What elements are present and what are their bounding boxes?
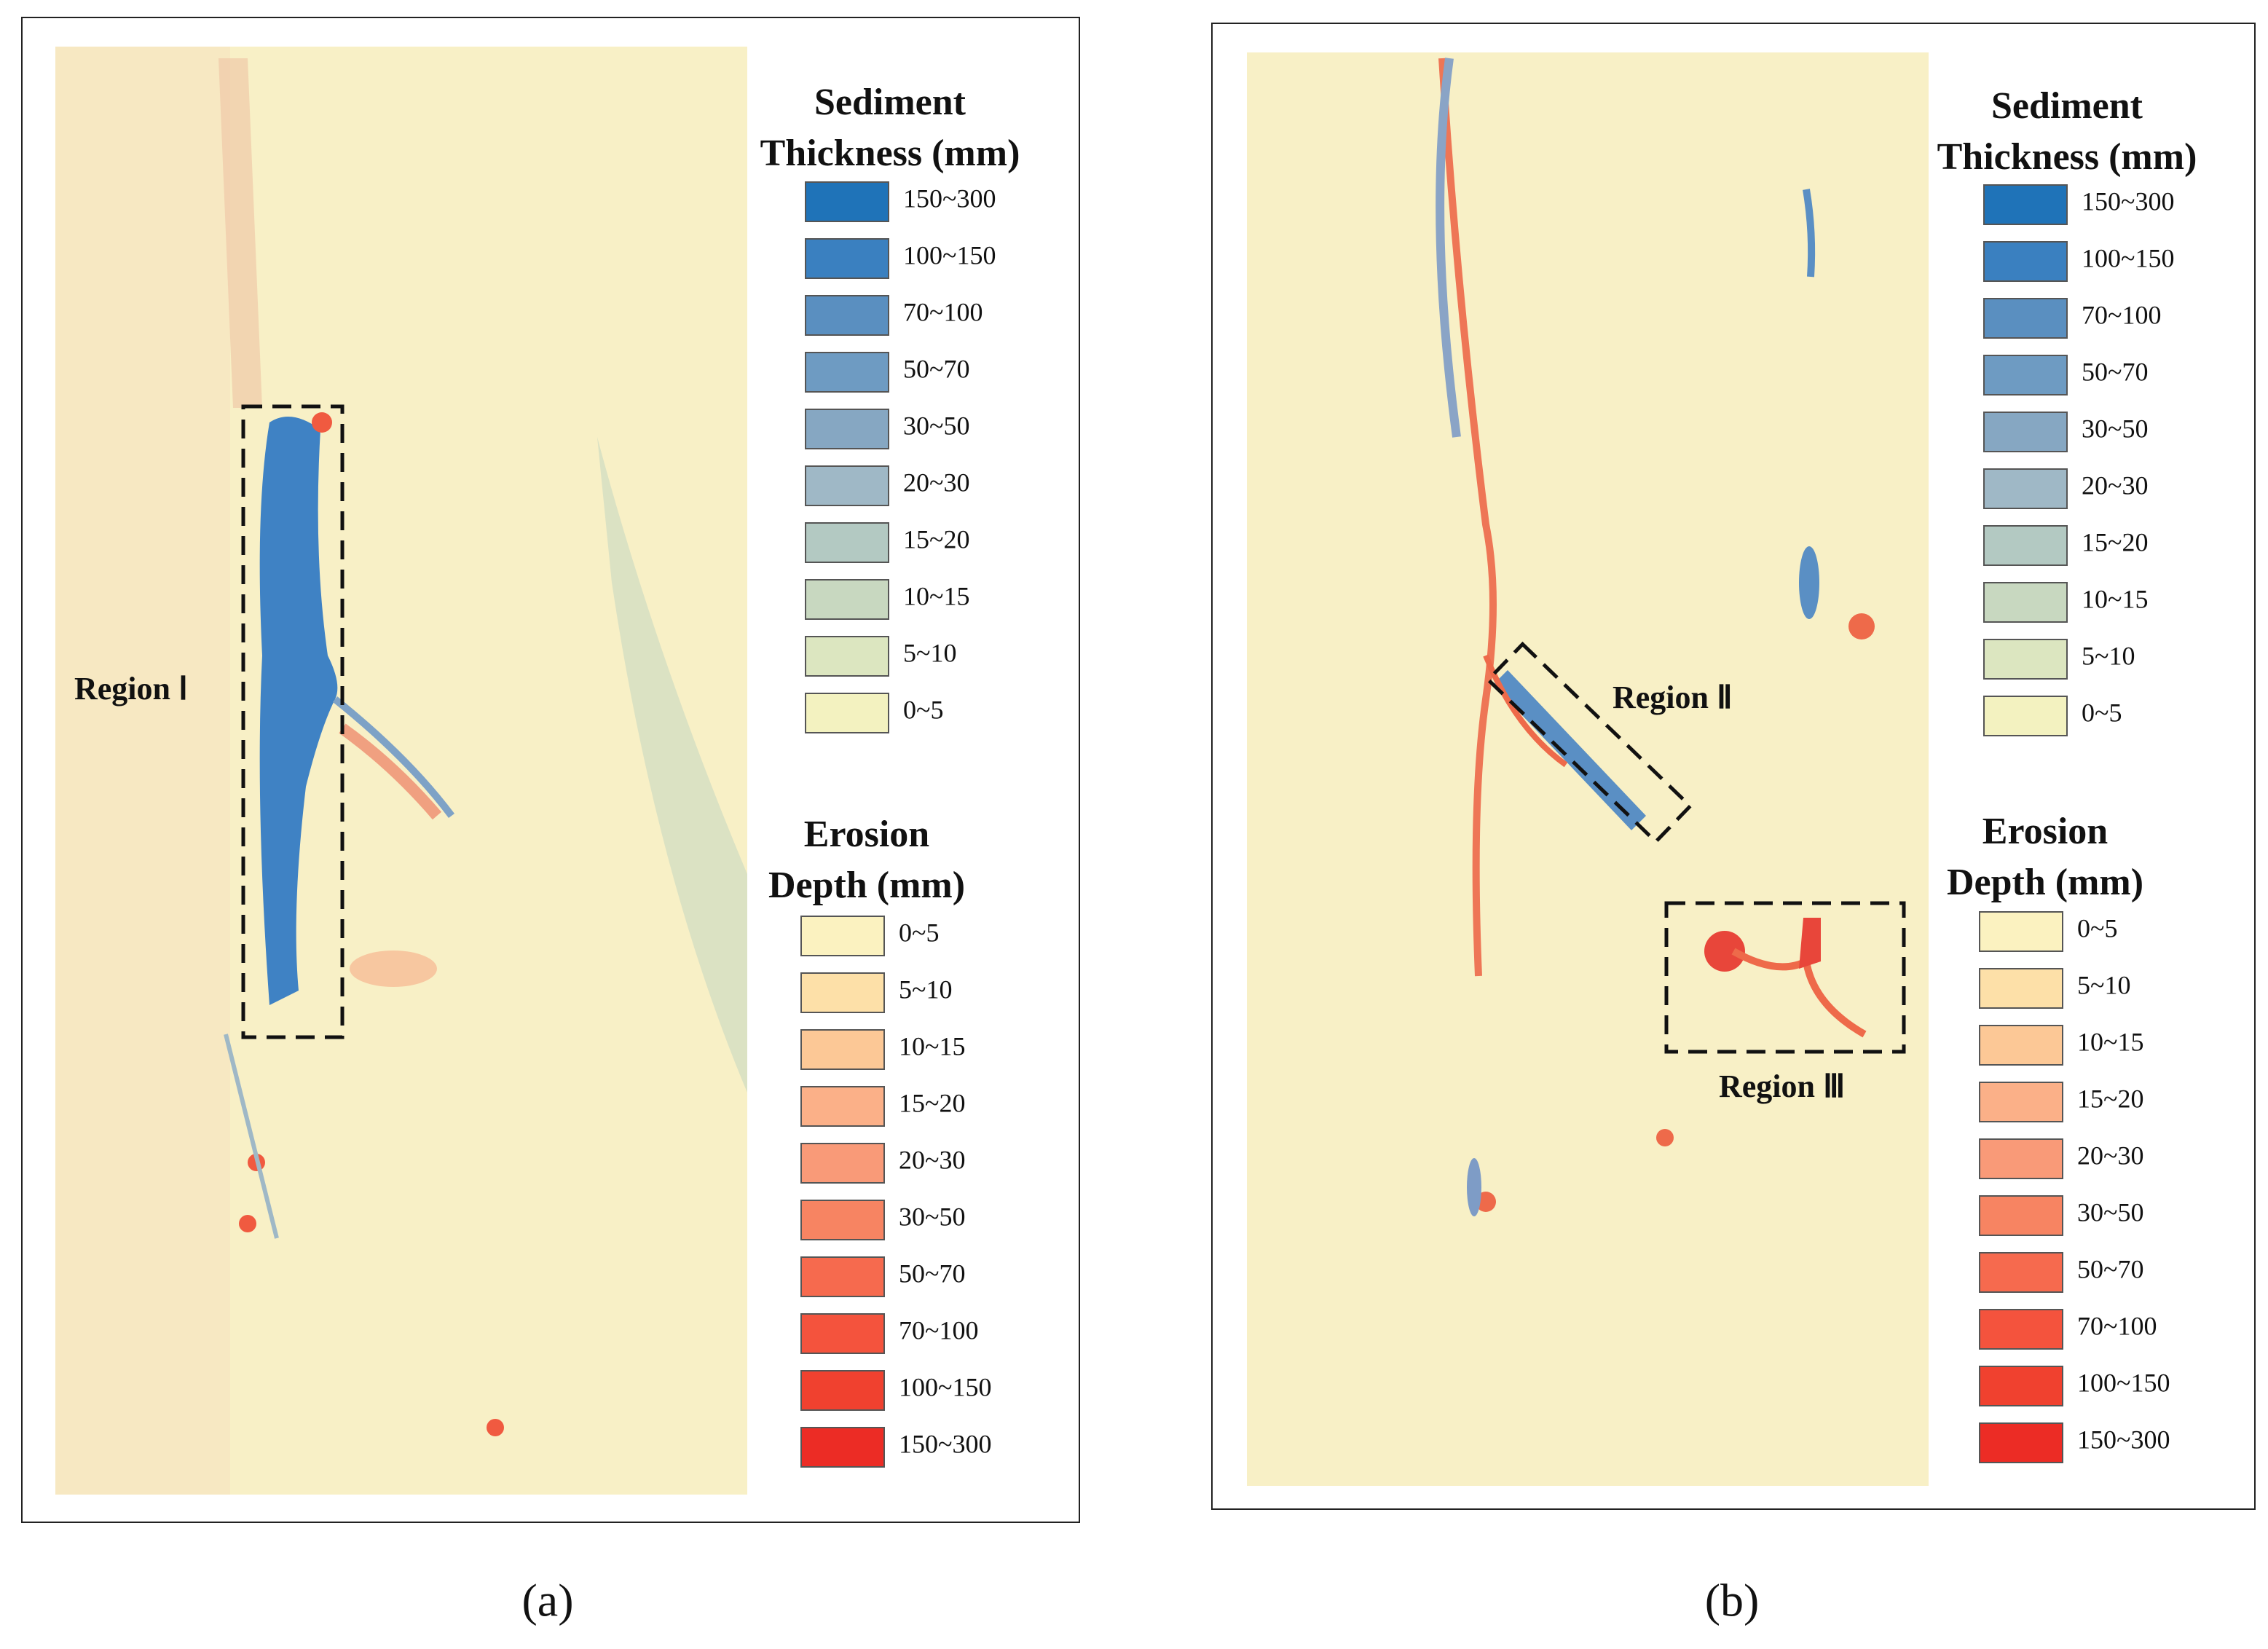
map-a <box>55 47 747 1495</box>
legend-swatch <box>800 1143 885 1184</box>
legend-label: 150~300 <box>2077 1425 2170 1454</box>
legend-label: 0~5 <box>2077 913 2117 942</box>
legend-swatch <box>1979 968 2063 1009</box>
legend-label: 30~50 <box>903 411 969 440</box>
legend-title: Thickness (mm) <box>760 133 1020 174</box>
legend-swatch <box>800 1370 885 1411</box>
legend-title: Erosion <box>804 814 930 855</box>
legend-label: 30~50 <box>2082 414 2148 443</box>
legend-label: 15~20 <box>2077 1084 2143 1113</box>
legend-label: 70~100 <box>899 1315 978 1345</box>
legend-swatch <box>1979 1309 2063 1350</box>
legend-swatch <box>1979 1195 2063 1236</box>
legend-label: 150~300 <box>2082 186 2174 216</box>
legend-label: 50~70 <box>903 354 969 383</box>
region-label: Region Ⅲ <box>1719 1068 1845 1104</box>
legend-label: 100~150 <box>2077 1368 2170 1397</box>
legend-swatch <box>805 579 889 620</box>
legend-swatch <box>1979 1252 2063 1293</box>
legend-swatch <box>800 916 885 956</box>
legend-title: Erosion <box>1982 811 2108 852</box>
legend-swatch <box>1983 468 2068 509</box>
legend-label: 15~20 <box>903 524 969 554</box>
legend-swatch <box>1983 241 2068 282</box>
legend-swatch <box>805 693 889 733</box>
legend-swatch <box>800 972 885 1013</box>
panel-label: (b) <box>1705 1575 1760 1626</box>
legend-label: 5~10 <box>899 975 952 1004</box>
legend-label: 20~30 <box>2082 471 2148 500</box>
region-label: Region Ⅰ <box>74 671 188 707</box>
legend-label: 50~70 <box>2077 1254 2143 1283</box>
legend-label: 5~10 <box>2082 641 2135 670</box>
legend-swatch <box>1983 582 2068 623</box>
legend-swatch <box>805 465 889 506</box>
legend-swatch <box>800 1029 885 1070</box>
legend-swatch <box>800 1256 885 1297</box>
legend-label: 70~100 <box>2077 1311 2157 1340</box>
legend-swatch <box>805 181 889 222</box>
legend-label: 20~30 <box>2077 1141 2143 1170</box>
legend-swatch <box>1979 1366 2063 1406</box>
legend-label: 20~30 <box>899 1145 965 1174</box>
legend-label: 10~15 <box>899 1031 965 1060</box>
region-label: Region Ⅱ <box>1613 680 1733 715</box>
legend-label: 0~5 <box>899 918 939 947</box>
legend-label: 100~150 <box>2082 243 2174 272</box>
legend-swatch <box>800 1086 885 1127</box>
legend-swatch <box>800 1200 885 1240</box>
legend-swatch <box>1983 525 2068 566</box>
legend-swatch <box>805 409 889 449</box>
legend-swatch <box>1983 639 2068 680</box>
legend-title: Depth (mm) <box>768 865 965 906</box>
legend-label: 15~20 <box>899 1088 965 1117</box>
legend-title: Depth (mm) <box>1947 862 2143 903</box>
legend-swatch <box>800 1427 885 1468</box>
legend-swatch <box>1979 1025 2063 1066</box>
legend-swatch <box>805 636 889 677</box>
legend-title: Sediment <box>814 82 966 123</box>
legend-label: 30~50 <box>899 1202 965 1231</box>
legend-label: 70~100 <box>903 297 983 326</box>
legend-label: 5~10 <box>903 638 956 667</box>
legend-swatch <box>800 1313 885 1354</box>
panel-label: (a) <box>521 1575 573 1626</box>
legend-label: 30~50 <box>2077 1197 2143 1227</box>
legend-label: 10~15 <box>2082 584 2148 613</box>
legend-label: 0~5 <box>2082 698 2122 727</box>
legend-swatch <box>805 352 889 393</box>
legend-label: 70~100 <box>2082 300 2161 329</box>
legend-swatch <box>805 522 889 563</box>
legend-label: 150~300 <box>899 1429 991 1458</box>
legend-swatch <box>1979 1138 2063 1179</box>
legend-swatch <box>1983 298 2068 339</box>
legend-label: 5~10 <box>2077 970 2130 999</box>
legend-label: 100~150 <box>899 1372 991 1401</box>
legend-swatch <box>1983 184 2068 225</box>
legend-label: 10~15 <box>2077 1027 2143 1056</box>
legend-swatch <box>805 295 889 336</box>
legend-label: 150~300 <box>903 184 996 213</box>
legend-label: 100~150 <box>903 240 996 269</box>
legend-label: 20~30 <box>903 468 969 497</box>
legend-swatch <box>1983 696 2068 736</box>
legend-swatch <box>1979 1082 2063 1122</box>
legend-swatch <box>1983 412 2068 452</box>
legend-swatch <box>1979 1422 2063 1463</box>
legend-label: 0~5 <box>903 695 943 724</box>
legend-label: 50~70 <box>2082 357 2148 386</box>
legend-label: 15~20 <box>2082 527 2148 556</box>
legend-swatch <box>805 238 889 279</box>
legend-label: 50~70 <box>899 1259 965 1288</box>
legend-label: 10~15 <box>903 581 969 610</box>
legend-title: Thickness (mm) <box>1937 136 2197 178</box>
legend-title: Sediment <box>1991 85 2143 127</box>
legend-swatch <box>1979 911 2063 952</box>
map-b <box>1247 52 1929 1486</box>
legend-swatch <box>1983 355 2068 395</box>
